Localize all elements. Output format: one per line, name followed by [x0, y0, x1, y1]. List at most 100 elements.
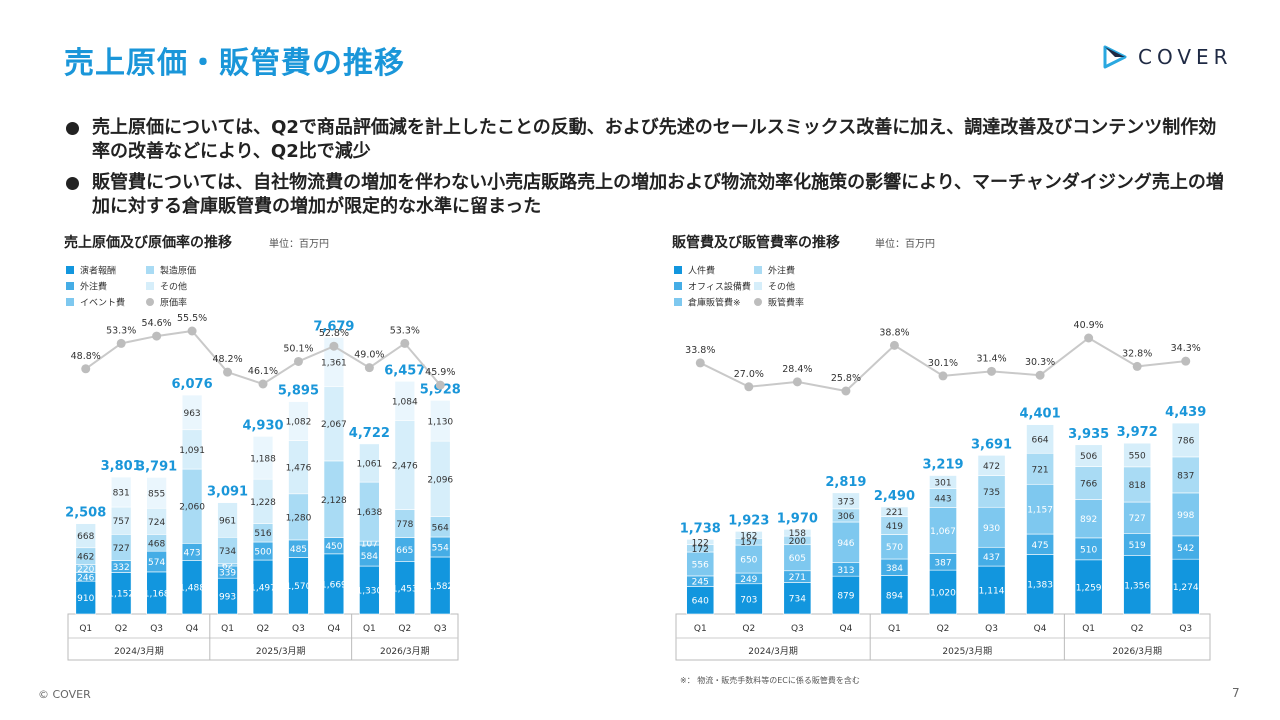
bar-segment [217, 502, 238, 538]
bar-value-label: 475 [1031, 541, 1048, 551]
bar-total-label: 1,923 [728, 513, 769, 528]
bar-value-label: 1,188 [250, 454, 276, 464]
bar-value-label: 1,582 [427, 582, 453, 592]
rate-label: 45.9% [425, 367, 455, 378]
bar-value-label: 1,228 [250, 498, 276, 508]
bar-value-label: 249 [740, 575, 757, 585]
bar-value-label: 855 [148, 489, 165, 499]
bar-value-label: 963 [183, 409, 200, 419]
legend-label: 販管費率 [768, 297, 804, 309]
bar-segment [734, 531, 763, 539]
bar-value-label: 727 [1129, 514, 1146, 524]
rate-label: 48.2% [212, 354, 242, 365]
rate-point [187, 326, 197, 336]
rate-label: 55.5% [177, 313, 207, 324]
bar-value-label: 1,168 [144, 589, 170, 599]
bar-segment [288, 401, 309, 441]
bar-value-label: 584 [361, 552, 378, 562]
bar-segment [977, 565, 1006, 615]
x-tick-label: Q3 [434, 624, 447, 634]
bar-segment [1074, 444, 1103, 467]
bar-segment [75, 523, 96, 549]
x-tick-label: Q3 [1179, 624, 1192, 634]
x-tick-label: Q3 [150, 624, 163, 634]
bar-total-label: 4,722 [349, 426, 390, 441]
bullet-list: 売上原価については、Q2で商品評価減を計上したことの反動、および先述のセールスミ… [66, 116, 1226, 226]
legend-swatch [674, 266, 682, 274]
group-label: 2025/3月期 [256, 646, 306, 657]
bar-total-label: 3,791 [136, 459, 177, 474]
bullet-text: 売上原価については、Q2で商品評価減を計上したことの反動、および先述のセールスミ… [92, 117, 1217, 162]
bar-segment [832, 575, 860, 615]
bar-segment [1123, 442, 1152, 468]
bar-value-label: 2,476 [392, 461, 418, 471]
bar-value-label: 1,638 [356, 508, 382, 518]
bar-total-label: 3,091 [207, 485, 248, 500]
bar-value-label: 62 [222, 561, 233, 571]
x-tick-label: Q2 [398, 624, 411, 634]
bar-segment [1171, 558, 1200, 615]
rate-label: 32.8% [1122, 348, 1152, 359]
bar-segment [1074, 559, 1103, 615]
bar-value-label: 506 [1080, 452, 1097, 462]
bar-total-label: 2,819 [825, 475, 866, 490]
bar-value-label: 1,130 [427, 417, 453, 427]
bar-segment [181, 394, 203, 431]
bar-total-label: 5,895 [278, 384, 319, 399]
legend-label: 倉庫販管費※ [688, 297, 741, 309]
bar-value-label: 550 [1129, 452, 1146, 462]
rate-point [792, 377, 802, 387]
bar-value-label: 384 [886, 564, 903, 574]
bar-value-label: 2,096 [427, 475, 453, 485]
bar-value-label: 373 [837, 497, 854, 507]
bullet-item: 売上原価については、Q2で商品評価減を計上したことの反動、および先述のセールスミ… [66, 116, 1226, 164]
bar-value-label: 1,259 [1076, 583, 1102, 593]
bar-value-label: 554 [432, 543, 449, 553]
bar-segment [977, 475, 1006, 508]
bar-segment [832, 492, 860, 510]
bar-total-label: 6,457 [384, 363, 425, 378]
rate-point [889, 340, 899, 350]
bar-value-label: 734 [219, 547, 236, 557]
footnote: ※： 物流・販売手数料等のECに係る販管費を含む [680, 676, 860, 685]
legend-swatch [674, 298, 682, 306]
bar-value-label: 1,488 [179, 584, 205, 594]
bar-value-label: 894 [886, 591, 903, 601]
rate-point [1084, 333, 1094, 343]
bar-value-label: 1,361 [321, 358, 347, 368]
bar-segment [880, 506, 909, 517]
rate-label: 50.1% [283, 343, 313, 354]
bar-total-label: 2,490 [874, 489, 915, 504]
bar-segment [394, 381, 416, 421]
bullet-item: 販管費については、自社物流費の増加を伴わない小売店販路売上の増加および物流効率化… [66, 171, 1226, 219]
bar-segment [1026, 424, 1054, 454]
bar-value-label: 1,280 [286, 513, 312, 523]
bar-value-label: 158 [789, 529, 806, 539]
rate-label: 53.3% [390, 325, 420, 336]
group-label: 2024/3月期 [114, 646, 164, 657]
bar-segment [359, 443, 380, 483]
bar-value-label: 1,669 [321, 580, 347, 590]
bar-value-label: 640 [692, 597, 709, 607]
bar-value-label: 473 [183, 548, 200, 558]
bar-segment [686, 539, 715, 545]
bar-value-label: 443 [934, 495, 951, 505]
x-tick-label: Q1 [79, 624, 92, 634]
bar-value-label: 200 [789, 537, 806, 547]
rate-point [329, 341, 339, 351]
group-label: 2025/3月期 [942, 646, 992, 657]
bar-total-label: 2,508 [65, 506, 106, 521]
rate-label: 25.8% [831, 373, 861, 384]
bar-total-label: 1,738 [680, 521, 721, 536]
bar-value-label: 724 [148, 518, 165, 528]
x-tick-label: Q4 [840, 624, 853, 634]
rate-label: 46.1% [248, 366, 278, 377]
bar-value-label: 1,020 [930, 589, 956, 599]
rate-point [695, 358, 705, 368]
legend-label: 外注費 [768, 265, 795, 277]
bar-segment [1171, 422, 1200, 458]
rate-label: 54.6% [142, 318, 172, 329]
bar-segment [686, 586, 715, 615]
bar-segment [430, 400, 451, 442]
x-tick-label: Q3 [292, 624, 305, 634]
